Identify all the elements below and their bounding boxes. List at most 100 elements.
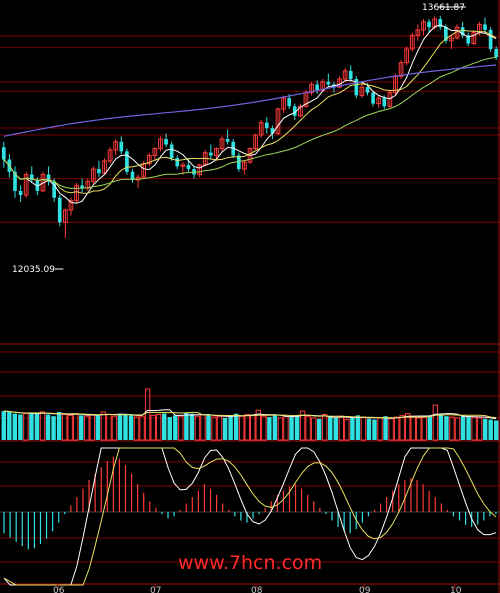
volume-bar <box>67 414 73 441</box>
candle <box>298 103 303 118</box>
volume-bar <box>454 417 461 441</box>
candle <box>113 139 119 156</box>
candle <box>342 68 348 82</box>
volume-bar <box>233 413 239 440</box>
candle <box>63 208 68 238</box>
volume-bar <box>471 416 477 441</box>
candle <box>52 178 57 202</box>
candle <box>438 16 443 30</box>
volume-bar <box>444 416 449 440</box>
candle <box>102 158 107 175</box>
volume-bar <box>216 415 223 441</box>
candle <box>466 32 471 47</box>
volume-bar <box>128 415 134 440</box>
volume-bar <box>427 415 433 440</box>
candle-body <box>40 174 46 192</box>
candle-body <box>35 179 40 191</box>
x-tick-label: 09 <box>359 586 371 593</box>
candle-body <box>18 190 23 195</box>
volume-bar <box>228 415 233 440</box>
x-axis: 06 07 08 09 10 <box>53 584 462 593</box>
candle-body <box>382 98 387 107</box>
volume-bar <box>255 409 262 441</box>
candle-body <box>102 160 107 174</box>
candle <box>471 29 477 45</box>
candle-body <box>376 97 382 105</box>
volume-bar <box>355 415 361 440</box>
candle-body <box>68 199 74 211</box>
candle <box>404 46 410 66</box>
volume-ma10 <box>3 410 497 419</box>
candle-body <box>298 105 303 117</box>
candle-body <box>197 164 202 176</box>
candle <box>409 32 415 52</box>
volume-bar <box>294 415 300 440</box>
candle-body <box>270 128 275 134</box>
candle-body <box>354 79 359 96</box>
candle-body <box>443 27 448 41</box>
volume-bar <box>267 417 272 440</box>
volume-bar <box>23 413 29 441</box>
candle-body <box>387 92 393 107</box>
high-annotation: 13661.87 <box>422 3 465 13</box>
volume-bar <box>404 413 411 441</box>
candle-body <box>186 164 191 170</box>
volume-bar <box>111 415 118 441</box>
volume-bar <box>416 417 422 441</box>
volume-bar <box>488 419 493 440</box>
candle-body <box>107 149 113 162</box>
volume-bar <box>289 417 294 440</box>
volume-bar <box>366 418 372 440</box>
candle <box>68 197 74 216</box>
candle <box>29 166 34 183</box>
candle-body <box>415 29 421 36</box>
volume-bar <box>272 414 278 440</box>
volume-bar <box>377 417 383 441</box>
volume-bar <box>39 411 46 441</box>
volume-bar <box>388 418 394 441</box>
low-annotation: 12035.09 <box>12 265 55 275</box>
candle-body <box>97 169 101 174</box>
volume-bar <box>51 416 56 440</box>
volume-bar <box>173 415 178 440</box>
volume-bar <box>133 416 140 441</box>
volume-bar <box>410 415 416 441</box>
candle-body <box>63 209 68 223</box>
macd-dif-line <box>3 447 497 586</box>
x-tick-label: 10 <box>450 586 462 593</box>
volume-bar <box>399 414 405 441</box>
volume-bar <box>45 414 51 440</box>
candle-body <box>208 152 213 156</box>
candle-body <box>214 148 219 156</box>
candle-body <box>287 98 292 107</box>
candle-body <box>409 34 415 50</box>
candle <box>158 136 163 152</box>
candle-body <box>113 141 119 151</box>
candle <box>315 80 319 95</box>
candle-body <box>29 174 34 180</box>
candle <box>421 19 426 36</box>
candle-body <box>404 48 410 64</box>
candle-body <box>258 122 264 136</box>
candle <box>23 171 29 198</box>
candle <box>488 27 493 52</box>
candle <box>264 117 269 134</box>
volume-bar <box>155 414 162 441</box>
volume-bar <box>61 414 68 441</box>
candle-body <box>421 21 426 31</box>
candle <box>236 152 241 172</box>
candle-body <box>275 108 281 135</box>
candle <box>270 125 275 140</box>
candle-body <box>236 155 241 170</box>
volume-bar <box>321 414 328 441</box>
volume-bar <box>338 415 345 441</box>
volume-bar <box>460 415 466 440</box>
candle-body <box>427 21 431 28</box>
candle <box>135 174 141 189</box>
ma5-line <box>3 24 497 204</box>
volume-bar <box>438 414 444 440</box>
volume-bar <box>299 410 306 441</box>
candle-body <box>23 174 29 196</box>
candle <box>80 178 84 193</box>
